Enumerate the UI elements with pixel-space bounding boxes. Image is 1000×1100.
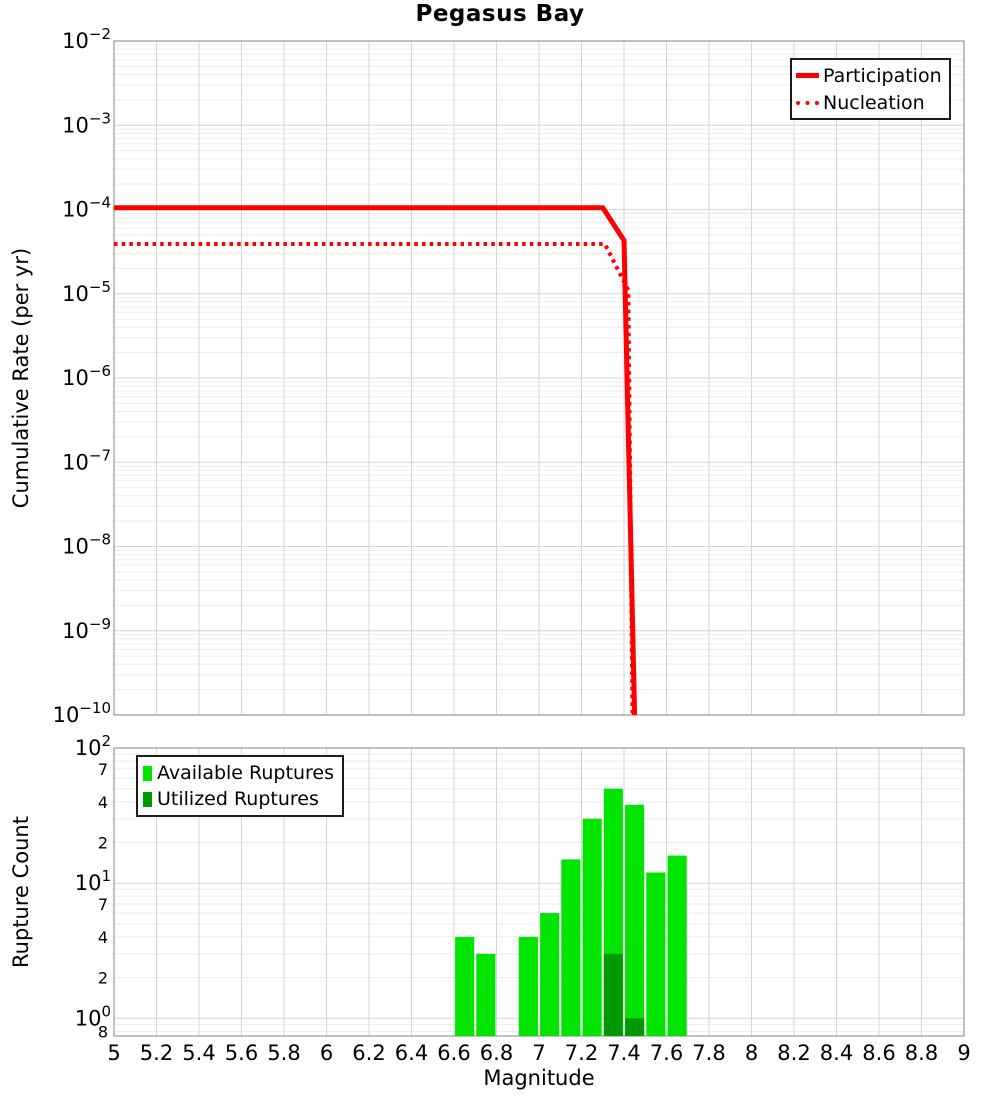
svg-text:8.6: 8.6 [862,1041,895,1065]
svg-text:10−8: 10−8 [62,531,111,559]
ruptures-legend: Available Ruptures Utilized Ruptures [136,755,344,817]
svg-text:2: 2 [98,834,108,853]
legend-label-available: Available Ruptures [157,762,334,784]
svg-text:7: 7 [98,760,108,779]
available-ruptures-swatch [143,765,152,781]
svg-text:10−9: 10−9 [62,615,111,643]
participation-line [114,205,638,716]
legend-label-utilized: Utilized Ruptures [157,788,319,810]
legend-entry-utilized: Utilized Ruptures [143,786,334,812]
svg-text:6.6: 6.6 [437,1041,470,1065]
svg-text:10−7: 10−7 [62,446,111,474]
svg-text:5: 5 [107,1041,120,1065]
svg-text:10−3: 10−3 [62,109,111,137]
x-tick-labels: 5 5.2 5.4 5.6 5.8 6 6.2 6.4 6.6 6.8 7 7.2 7.4 7.6 7.8 8… [107,1041,970,1065]
nucleation-line [114,242,635,716]
svg-text:7.8: 7.8 [692,1041,725,1065]
svg-text:8: 8 [745,1041,758,1065]
top-chart-y-tick-labels: 10−2 10−3 10−4 10−5 10−6 10−7 10−8 10−9 10−10 [53,25,111,727]
svg-text:5.4: 5.4 [182,1041,215,1065]
svg-text:6: 6 [320,1041,333,1065]
available-bar [455,936,475,1036]
svg-text:2: 2 [98,969,108,988]
legend-label-participation: Participation [823,64,942,87]
svg-text:4: 4 [98,793,108,812]
utilized-bar [603,953,623,1036]
svg-text:8.4: 8.4 [820,1041,853,1065]
available-bar [561,859,581,1036]
x-axis-label: Magnitude [483,1066,595,1090]
utilized-ruptures-swatch [143,791,152,807]
svg-text:9: 9 [957,1041,970,1065]
svg-text:8: 8 [98,1022,108,1041]
available-bar [646,872,666,1036]
svg-text:10−4: 10−4 [62,194,111,222]
rate-legend: Participation Nucleation [790,58,951,120]
svg-text:8.8: 8.8 [905,1041,938,1065]
svg-text:6.2: 6.2 [352,1041,385,1065]
bottom-chart-y-tick-labels: 102 101 100 7 4 2 7 4 2 8 [75,732,111,1041]
svg-text:8.2: 8.2 [777,1041,810,1065]
utilized-bars [603,953,645,1036]
svg-text:5.6: 5.6 [225,1041,258,1065]
legend-label-nucleation: Nucleation [823,91,925,114]
available-bars [455,788,687,1036]
svg-text:10−2: 10−2 [62,25,111,53]
available-bar [540,913,560,1036]
svg-text:7.6: 7.6 [650,1041,683,1065]
legend-entry-nucleation: Nucleation [796,89,942,116]
svg-text:10−6: 10−6 [62,362,111,390]
svg-text:7.2: 7.2 [565,1041,598,1065]
svg-text:6.4: 6.4 [395,1041,428,1065]
available-bar [667,855,687,1036]
svg-text:7: 7 [98,895,108,914]
legend-entry-available: Available Ruptures [143,760,334,786]
svg-text:5.2: 5.2 [140,1041,173,1065]
svg-text:102: 102 [75,732,111,760]
legend-entry-participation: Participation [796,62,942,89]
available-bar [625,804,645,1036]
nucleation-line-swatch [796,100,819,105]
svg-text:6.8: 6.8 [480,1041,513,1065]
svg-text:4: 4 [98,928,108,947]
top-y-axis-label: Cumulative Rate (per yr) [9,247,33,509]
available-bar [518,936,538,1036]
top-chart-grid [113,40,965,716]
svg-text:10−10: 10−10 [53,699,111,727]
rate-curves [114,205,638,716]
chart-title: Pegasus Bay [415,1,585,27]
utilized-bar [625,1018,645,1036]
available-bar [582,818,602,1036]
bottom-y-axis-label: Rupture Count [9,816,33,968]
available-bar [476,953,496,1036]
svg-text:7.4: 7.4 [607,1041,640,1065]
svg-text:7: 7 [532,1041,545,1065]
participation-line-swatch [796,73,819,78]
svg-text:101: 101 [75,867,111,895]
svg-text:5.8: 5.8 [267,1041,300,1065]
svg-text:100: 100 [75,1002,111,1030]
svg-text:10−5: 10−5 [62,278,111,306]
